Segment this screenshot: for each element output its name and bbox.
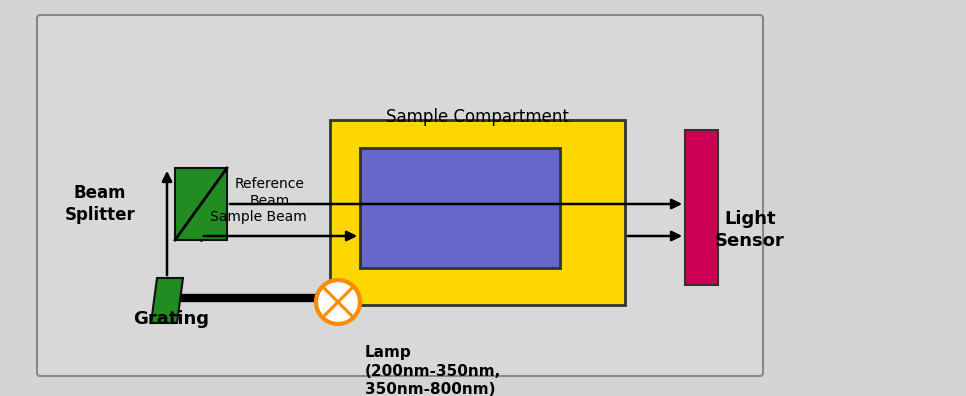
Bar [685, 130, 718, 285]
Circle shape [316, 280, 360, 324]
Text: Sample Compartment: Sample Compartment [385, 108, 568, 126]
Bar [330, 120, 625, 305]
Text: Sample Beam: Sample Beam [210, 210, 307, 224]
Polygon shape [151, 278, 183, 323]
Bar [175, 168, 227, 240]
Bar [360, 148, 560, 268]
Text: Beam
Splitter: Beam Splitter [65, 184, 135, 224]
Text: Light
Sensor: Light Sensor [715, 210, 785, 250]
Text: Reference
Beam: Reference Beam [235, 177, 305, 208]
Text: Lamp
(200nm-350nm,
350nm-800nm): Lamp (200nm-350nm, 350nm-800nm) [365, 345, 501, 396]
Text: Grating: Grating [133, 310, 209, 328]
FancyBboxPatch shape [37, 15, 763, 376]
